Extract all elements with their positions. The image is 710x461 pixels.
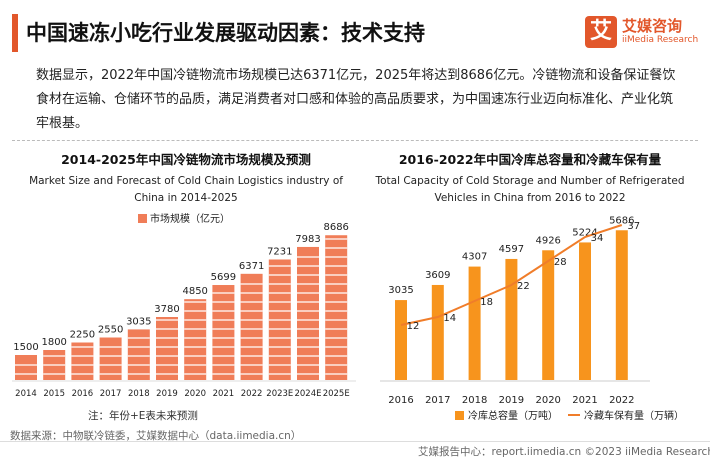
chart2-bar [542,250,555,380]
chart2-subtitle-line2: Vehicles in China from 2016 to 2022 [434,192,625,204]
chart2-x-tick: 2020 [535,395,560,406]
chart2-line-value-label: 18 [480,297,493,308]
chart2-bar-value-label: 4307 [462,252,487,263]
chart2-x-tick: 2017 [425,395,450,406]
chart2-legend-line-label: 冷藏车保有量（万辆） [584,409,684,422]
chart2-legend-bar-label: 冷库总容量（万吨） [468,409,558,422]
title-accent-bar [12,14,18,52]
chart1-value-label: 7231 [267,246,292,257]
chart1-value-label: 2550 [98,325,123,336]
chart1-title: 2014-2025年中国冷链物流市场规模及预测 [61,152,311,167]
chart1-bar [71,342,94,380]
chart1-value-label: 7983 [295,234,320,245]
data-source: 数据来源：中物联冷链委，艾媒数据中心（data.iimedia.cn） [10,430,302,442]
chart2-bar-value-label: 3035 [388,285,413,296]
chart1-subtitle-line2: China in 2014-2025 [134,192,237,204]
chart2-bar [395,300,407,380]
logo-icon: 艾 [585,16,617,48]
chart1-x-tick: 2023E [266,389,293,399]
chart1-value-label: 6371 [239,261,264,272]
chart1-value-label: 4850 [182,286,207,297]
chart2-bar-value-label: 4597 [499,244,524,255]
chart2-line-value-label: 37 [627,221,640,232]
chart1-legend-label: 市场规模（亿元） [150,212,230,225]
chart1-bar [184,299,207,380]
chart1-bar [212,285,235,380]
chart1-bar [325,235,348,380]
chart1-x-tick: 2024E [294,389,321,399]
chart2-x-tick: 2019 [499,395,524,406]
chart1-bar [240,273,263,380]
chart2-bar-value-label: 4926 [535,235,560,246]
page-title: 中国速冻小吃行业发展驱动因素：技术支持 [26,21,425,45]
section-divider [12,140,698,141]
chart2-x-tick: 2016 [388,395,413,406]
chart1-value-label: 2250 [70,330,95,341]
chart2-line-value-label: 12 [407,321,420,332]
chart1-x-tick: 2021 [213,389,235,399]
chart1-value-label: 5699 [211,272,236,283]
chart1-x-tick: 2016 [72,389,94,399]
chart2-title: 2016-2022年中国冷库总容量和冷藏车保有量 [399,152,662,167]
chart2-bar [579,242,591,380]
chart1-bar [127,329,150,380]
chart1-bar [297,246,319,380]
chart1-x-tick: 2015 [43,389,65,399]
chart1-bar [99,337,122,380]
chart1-value-label: 3035 [126,316,151,327]
chart1-bar [156,317,178,380]
chart1-value-label: 8686 [323,222,348,233]
logo-name-cn: 艾媒咨询 [622,17,683,35]
chart1-x-tick: 2017 [100,389,122,399]
chart2-bar [431,284,444,380]
chart2-bar-value-label: 5224 [572,227,597,238]
chart2-line-value-label: 34 [591,233,604,244]
footer-divider [0,441,710,442]
chart2-subtitle-line1: Total Capacity of Cold Storage and Numbe… [374,175,684,187]
chart1-x-tick: 2020 [184,389,206,399]
chart1-x-tick: 2018 [128,389,150,399]
chart2-x-tick: 2021 [572,395,597,406]
chart1-subtitle-line1: Market Size and Forecast of Cold Chain L… [29,175,343,187]
chart2-bar [468,266,481,380]
chart1-x-tick: 2025E [323,389,350,399]
chart2-x-tick: 2018 [462,395,487,406]
chart1-legend-swatch [138,214,147,223]
chart2-bar [505,258,518,380]
chart2-x-tick: 2022 [609,395,634,406]
chart1-x-tick: 2019 [156,389,178,399]
chart1-value-label: 3780 [154,304,179,315]
chart2-line-value-label: 28 [554,257,567,268]
chart2-line-value-label: 22 [517,281,530,292]
chart1-x-tick: 2022 [241,389,263,399]
chart2-bar [615,230,628,380]
chart1-value-label: 1800 [41,337,66,348]
brand-logo: 艾 艾媒咨询 iiMedia Research [585,14,703,54]
chart2-bar-value-label: 5686 [609,215,634,226]
chart1-value-label: 1500 [13,342,38,353]
chart1-x-tick: 2014 [15,389,37,399]
footer-copyright: 艾媒报告中心：report.iimedia.cn ©2023 iiMedia R… [418,446,710,458]
chart1-bar [15,355,37,380]
logo-name-en: iiMedia Research [622,35,699,45]
chart2-line-series [400,224,623,326]
chart2-bar-value-label: 3609 [425,270,450,281]
description-text: 数据显示，2022年中国冷链物流市场规模已达6371亿元，2025年将达到868… [36,68,676,131]
chart2-legend-bar-swatch [455,411,464,420]
chart2-line-value-label: 14 [443,313,456,324]
chart1-note: 注：年份+E表未来预测 [88,410,198,422]
